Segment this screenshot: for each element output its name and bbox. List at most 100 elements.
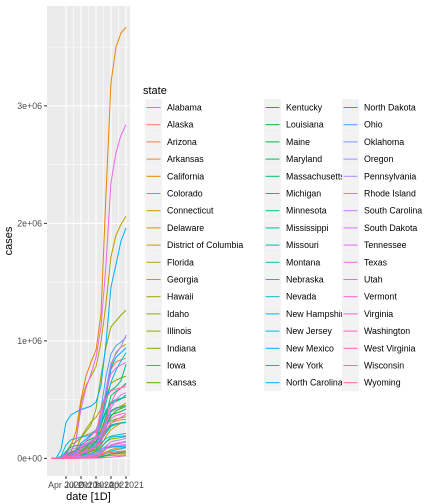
legend-item: Massachusetts xyxy=(264,167,345,185)
legend-item: Oklahoma xyxy=(342,133,404,151)
legend-label: Missouri xyxy=(286,240,319,250)
legend-item: Tennessee xyxy=(342,236,407,254)
y-tick-label: 2e+06 xyxy=(17,218,42,228)
legend-label: Mississippi xyxy=(286,223,329,233)
legend-label: Maine xyxy=(286,137,310,147)
series-line xyxy=(51,451,127,459)
legend-label: Vermont xyxy=(364,292,397,302)
series-line xyxy=(51,334,127,459)
x-tick-label: Jan 2021 xyxy=(93,480,129,490)
legend-label: Minnesota xyxy=(286,206,327,216)
legend-item: District of Columbia xyxy=(145,236,243,254)
legend-item: Mississippi xyxy=(264,219,329,237)
legend-item: Wyoming xyxy=(342,374,401,392)
legend-item: Maryland xyxy=(264,150,322,168)
y-tick-label: 0e+00 xyxy=(17,453,42,463)
legend-label: West Virginia xyxy=(364,343,416,353)
legend-item: Alabama xyxy=(145,99,202,116)
x-tick-label: Oct 2020 xyxy=(78,480,114,490)
legend-label: Arkansas xyxy=(167,154,204,164)
x-tick-label: Apr 2020 xyxy=(48,480,84,490)
legend-label: New Mexico xyxy=(286,343,334,353)
legend-label: North Dakota xyxy=(364,103,416,113)
legend-item: Illinois xyxy=(145,322,192,340)
legend-label: Alaska xyxy=(167,120,194,130)
legend-label: District of Columbia xyxy=(167,240,243,250)
legend-label: Alabama xyxy=(167,103,202,113)
legend-item: Minnesota xyxy=(264,202,327,220)
legend-item: Washington xyxy=(342,322,410,340)
legend-item: New Mexico xyxy=(264,339,334,357)
legend-label: Delaware xyxy=(167,223,204,233)
legend-item: Vermont xyxy=(342,288,397,306)
legend-item: Arizona xyxy=(145,133,197,151)
legend-label: Texas xyxy=(364,257,388,267)
legend-item: Missouri xyxy=(264,236,319,254)
legend-label: New Jersey xyxy=(286,326,333,336)
legend-item: Iowa xyxy=(145,357,186,374)
series-lines xyxy=(51,26,127,459)
legend-label: Oregon xyxy=(364,154,393,164)
legend-label: Colorado xyxy=(167,189,203,199)
legend-item: Colorado xyxy=(145,185,203,202)
legend-label: Kansas xyxy=(167,378,197,388)
legend-item: Pennsylvania xyxy=(342,167,416,185)
y-axis: 0e+00 1e+06 2e+06 3e+06 xyxy=(17,101,47,463)
legend-label: Wyoming xyxy=(364,378,401,388)
legend-label: Washington xyxy=(364,326,410,336)
legend-label: Wisconsin xyxy=(364,361,404,371)
legend-item: South Carolina xyxy=(342,202,422,220)
legend-label: Connecticut xyxy=(167,206,214,216)
legend-label: Idaho xyxy=(167,309,189,319)
legend-label: Virginia xyxy=(364,309,393,319)
series-line xyxy=(51,124,127,459)
legend-label: Georgia xyxy=(167,275,198,285)
series-line xyxy=(51,352,127,459)
legend-label: Kentucky xyxy=(286,103,323,113)
legend-item: South Dakota xyxy=(342,219,417,237)
legend-item: Louisiana xyxy=(264,116,324,134)
series-line xyxy=(51,413,127,459)
legend-item: Hawaii xyxy=(145,288,193,306)
legend-item: Kentucky xyxy=(264,99,323,116)
x-tick-label: Apr 2021 xyxy=(108,480,144,490)
legend-item: Wisconsin xyxy=(342,357,404,374)
legend-label: Michigan xyxy=(286,189,321,199)
legend-item: New Jersey xyxy=(264,322,333,340)
series-line xyxy=(51,227,127,459)
legend-label: Rhode Island xyxy=(364,189,416,199)
legend-item: Alaska xyxy=(145,116,194,134)
legend-item: Connecticut xyxy=(145,202,214,220)
legend-item: Florida xyxy=(145,253,194,271)
legend-label: Utah xyxy=(364,275,383,285)
legend-item: North Dakota xyxy=(342,99,416,116)
legend-label: Pennsylvania xyxy=(364,171,416,181)
legend-label: Arizona xyxy=(167,137,197,147)
legend-label: New York xyxy=(286,361,324,371)
legend-label: North Carolina xyxy=(286,378,343,388)
x-tick-label: Jul 2020 xyxy=(64,480,97,490)
legend-label: Nebraska xyxy=(286,275,324,285)
legend-label: Maryland xyxy=(286,154,322,164)
legend-item: Texas xyxy=(342,253,388,271)
legend-label: South Dakota xyxy=(364,223,417,233)
legend-item: California xyxy=(145,167,204,185)
legend-item: Montana xyxy=(264,253,320,271)
legend: Alabama Alaska Arizona Arkansas California Co… xyxy=(145,99,422,392)
legend-label: Oklahoma xyxy=(364,137,404,147)
legend-label: Ohio xyxy=(364,120,383,130)
legend-item: Arkansas xyxy=(145,150,204,168)
legend-item: Nevada xyxy=(264,288,316,306)
legend-label: Louisiana xyxy=(286,120,324,130)
legend-item: Delaware xyxy=(145,219,204,237)
legend-item: New Hampshire xyxy=(264,305,349,323)
legend-item: Georgia xyxy=(145,271,198,288)
legend-item: Oregon xyxy=(342,150,393,168)
legend-label: Florida xyxy=(167,257,194,267)
legend-label: California xyxy=(167,171,204,181)
legend-label: Iowa xyxy=(167,361,186,371)
y-tick-label: 3e+06 xyxy=(17,101,42,111)
legend-item: Idaho xyxy=(145,305,189,323)
